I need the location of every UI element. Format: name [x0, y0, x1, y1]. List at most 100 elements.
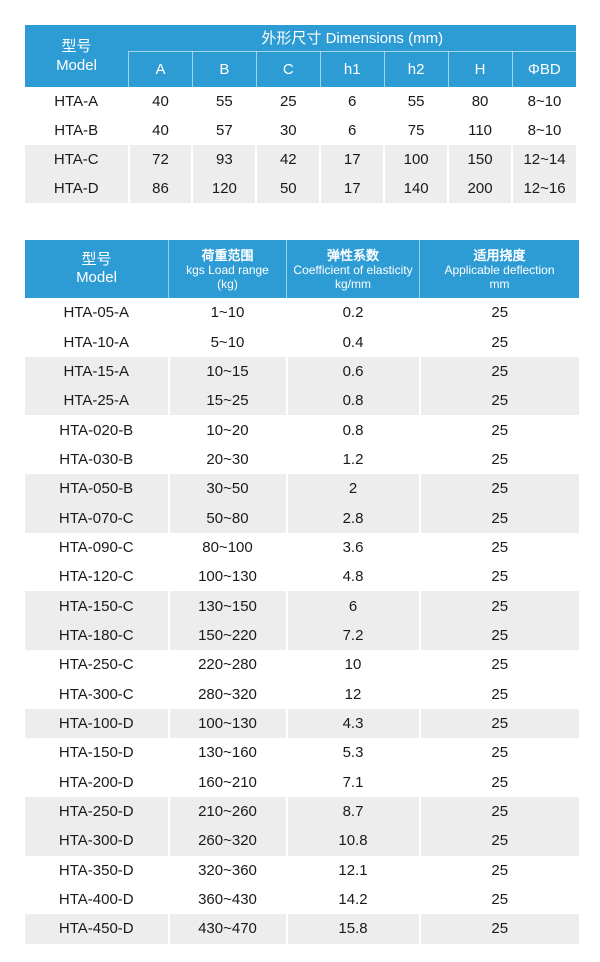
cell-model: HTA-15-A: [63, 362, 130, 380]
cell-coefficient: 3.6: [285, 532, 420, 563]
cell-dim-b: 57: [191, 116, 257, 145]
cell-dim-h1: 17: [319, 145, 385, 174]
column-header-h: H: [447, 51, 513, 87]
cell-load-range: 100~130: [167, 708, 287, 739]
cell-load-range: 150~220: [167, 620, 287, 651]
model-header-zh: 型号: [61, 38, 92, 55]
cell-coefficient: 5.3: [285, 738, 420, 768]
cell-model: HTA-120-C: [58, 568, 134, 586]
cell-model: HTA-25-A: [63, 392, 130, 410]
cell-model: HTA-250-C: [58, 656, 134, 674]
cell-coefficient: 14.2: [285, 884, 420, 915]
cell-deflection: 25: [418, 679, 579, 709]
cell-coefficient: 0.4: [285, 327, 420, 357]
cell-load-range: 280~320: [167, 679, 287, 709]
table-row: HTA-250-D 210~260 8.7 25: [25, 796, 579, 827]
cell-model: HTA-050-B: [59, 480, 134, 498]
cell-dim-h: 200: [447, 174, 513, 203]
cell-model: HTA-A: [54, 93, 99, 110]
deflection-header-unit: mm: [489, 276, 510, 291]
cell-coefficient: 0.8: [285, 415, 420, 445]
cell-coefficient: 12: [285, 679, 420, 709]
cell-deflection: 25: [418, 298, 579, 328]
cell-load-range: 320~360: [167, 855, 287, 885]
model-column-header: 型号 Model: [25, 25, 129, 87]
cell-coefficient: 2.8: [285, 503, 420, 533]
cell-dim-a: 86: [127, 174, 193, 203]
load-range-header-zh: 荷重范围: [201, 247, 254, 263]
cell-load-range: 220~280: [167, 650, 287, 680]
cell-model: HTA-200-D: [58, 773, 134, 791]
cell-dim-h2: 140: [383, 174, 449, 203]
cell-dim-c: 25: [255, 87, 321, 116]
cell-model: HTA-D: [53, 180, 99, 197]
deflection-header-en: Applicable deflection: [444, 262, 555, 277]
table-row: HTA-400-D 360~430 14.2 25: [25, 884, 579, 915]
cell-dim-h2: 100: [383, 145, 449, 174]
cell-dim-h: 80: [447, 87, 513, 116]
load-table-header: 型号 Model 荷重范围 kgs Load range (kg) 弹性系数 C…: [25, 240, 579, 298]
table-row: HTA-350-D 320~360 12.1 25: [25, 855, 579, 885]
cell-load-range: 210~260: [167, 796, 287, 827]
cell-dim-h1: 17: [319, 174, 385, 203]
cell-load-range: 15~25: [167, 386, 287, 416]
table-row: HTA-10-A 5~10 0.4 25: [25, 327, 579, 357]
coefficient-header-zh: 弹性系数: [326, 247, 379, 263]
cell-model: HTA-B: [54, 122, 99, 139]
cell-deflection: 25: [418, 738, 579, 768]
table-row: HTA-070-C 50~80 2.8 25: [25, 503, 579, 533]
cell-deflection: 25: [418, 591, 579, 621]
column-header-phibd: ΦBD: [511, 51, 576, 87]
load-table: 型号 Model 荷重范围 kgs Load range (kg) 弹性系数 C…: [25, 240, 579, 944]
table-row: HTA-300-C 280~320 12 25: [25, 679, 579, 709]
cell-model: HTA-300-C: [58, 685, 134, 703]
table-row: HTA-030-B 20~30 1.2 25: [25, 444, 579, 475]
cell-model: HTA-090-C: [58, 538, 134, 556]
cell-dim-phibd: 12~16: [511, 174, 576, 203]
cell-model: HTA-150-C: [58, 597, 134, 615]
cell-dim-c: 42: [255, 145, 321, 174]
cell-model: HTA-10-A: [63, 333, 130, 351]
column-header-c: C: [255, 51, 321, 87]
dimensions-table-header: 型号 Model 外形尺寸 Dimensions (mm) A B C h1 h…: [25, 25, 576, 87]
cell-model: HTA-C: [53, 151, 99, 168]
cell-deflection: 25: [418, 562, 579, 592]
cell-load-range: 50~80: [167, 503, 287, 533]
table-row: HTA-180-C 150~220 7.2 25: [25, 620, 579, 651]
cell-load-range: 160~210: [167, 767, 287, 797]
column-header-h2: h2: [383, 51, 449, 87]
cell-coefficient: 10.8: [285, 826, 420, 856]
cell-dim-b: 120: [191, 174, 257, 203]
table-row: HTA-150-D 130~160 5.3 25: [25, 738, 579, 768]
column-header-h1: h1: [319, 51, 385, 87]
cell-deflection: 25: [418, 884, 579, 915]
table-row: HTA-B 40 57 30 6 75 110 8~10: [25, 116, 576, 145]
cell-coefficient: 7.2: [285, 620, 420, 651]
cell-load-range: 360~430: [167, 884, 287, 915]
cell-dim-h1: 6: [319, 87, 385, 116]
table-row: HTA-450-D 430~470 15.8 25: [25, 914, 579, 944]
cell-coefficient: 2: [285, 474, 420, 504]
load-range-header-unit: (kg): [217, 276, 238, 291]
cell-load-range: 130~160: [167, 738, 287, 768]
coefficient-header-unit: kg/mm: [335, 276, 371, 291]
cell-model: HTA-300-D: [58, 832, 134, 850]
cell-load-range: 80~100: [167, 532, 287, 563]
load-model-header-en: Model: [76, 269, 117, 286]
cell-dim-h1: 6: [319, 116, 385, 145]
cell-load-range: 260~320: [167, 826, 287, 856]
cell-dim-b: 93: [191, 145, 257, 174]
cell-model: HTA-400-D: [58, 891, 134, 909]
cell-dim-c: 50: [255, 174, 321, 203]
cell-model: HTA-030-B: [59, 450, 134, 468]
table-row: HTA-090-C 80~100 3.6 25: [25, 532, 579, 563]
load-model-header-zh: 型号: [81, 251, 112, 268]
cell-deflection: 25: [418, 474, 579, 504]
cell-coefficient: 6: [285, 591, 420, 621]
table-row: HTA-A 40 55 25 6 55 80 8~10: [25, 87, 576, 116]
cell-deflection: 25: [418, 503, 579, 533]
cell-coefficient: 4.3: [285, 708, 420, 739]
cell-model: HTA-180-C: [58, 626, 134, 644]
cell-dim-h2: 75: [383, 116, 449, 145]
